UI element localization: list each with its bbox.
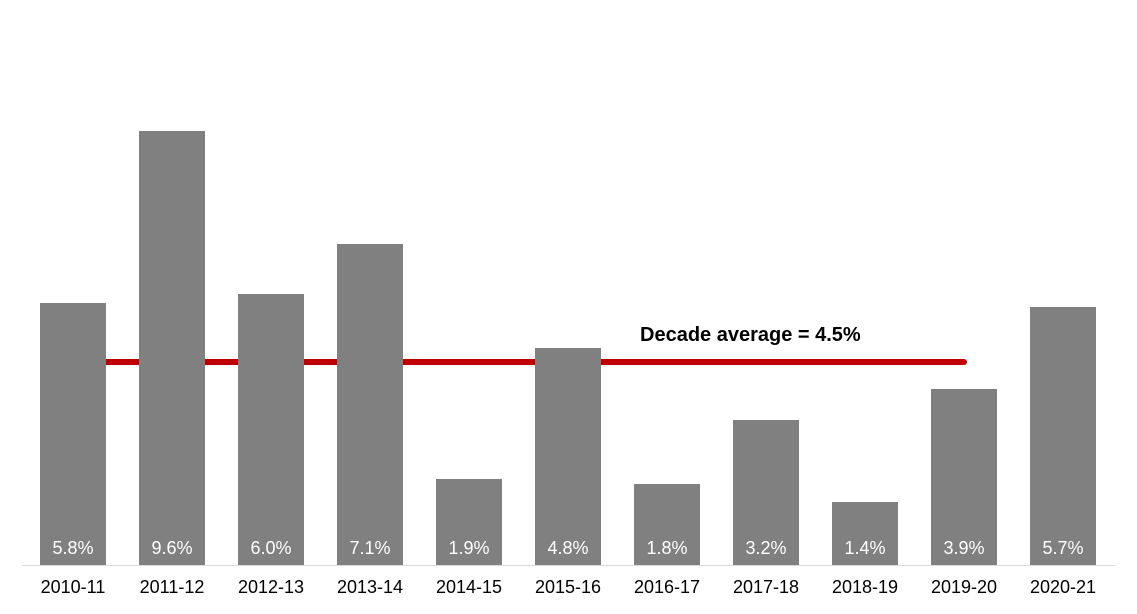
x-axis-tick-label: 2012-13 (237, 577, 305, 597)
bar-value-label: 7.1% (349, 538, 391, 558)
bar: 1.9% (436, 479, 502, 565)
x-axis-tick-label: 2010-11 (40, 577, 106, 597)
bar-value-label: 4.8% (547, 538, 589, 558)
bar: 7.1% (337, 244, 403, 565)
decade-average-line (70, 359, 967, 365)
x-axis-tick-label: 2015-16 (534, 577, 602, 597)
bar-value-label: 5.8% (52, 538, 94, 558)
bar: 6.0% (238, 294, 304, 565)
bar-value-label: 9.6% (151, 538, 193, 558)
x-axis-tick-label: 2019-20 (930, 577, 998, 597)
x-axis-line (22, 565, 1115, 566)
bar-value-label: 1.9% (448, 538, 490, 558)
bar-value-label: 1.4% (844, 538, 886, 558)
x-axis-tick-label: 2017-18 (732, 577, 800, 597)
x-axis-tick-label: 2020-21 (1029, 577, 1097, 597)
decade-average-annotation: Decade average = 4.5% (640, 324, 861, 346)
bar-value-label: 5.7% (1042, 538, 1084, 558)
bar: 3.2% (733, 420, 799, 565)
bar: 9.6% (139, 131, 205, 565)
bar-value-label: 6.0% (250, 538, 292, 558)
bar: 4.8% (535, 348, 601, 565)
x-axis-tick-label: 2016-17 (633, 577, 701, 597)
bar: 3.9% (931, 389, 997, 565)
bar: 1.4% (832, 502, 898, 565)
x-axis-tick-label: 2013-14 (336, 577, 404, 597)
bar: 1.8% (634, 484, 700, 565)
bar-value-label: 3.9% (943, 538, 985, 558)
x-axis-tick-label: 2014-15 (435, 577, 503, 597)
x-axis-tick-label: 2018-19 (831, 577, 899, 597)
bar: 5.8% (40, 303, 106, 565)
bar-value-label: 3.2% (745, 538, 787, 558)
x-axis-tick-label: 2011-12 (139, 577, 205, 597)
bar-value-label: 1.8% (646, 538, 688, 558)
bar: 5.7% (1030, 307, 1096, 565)
